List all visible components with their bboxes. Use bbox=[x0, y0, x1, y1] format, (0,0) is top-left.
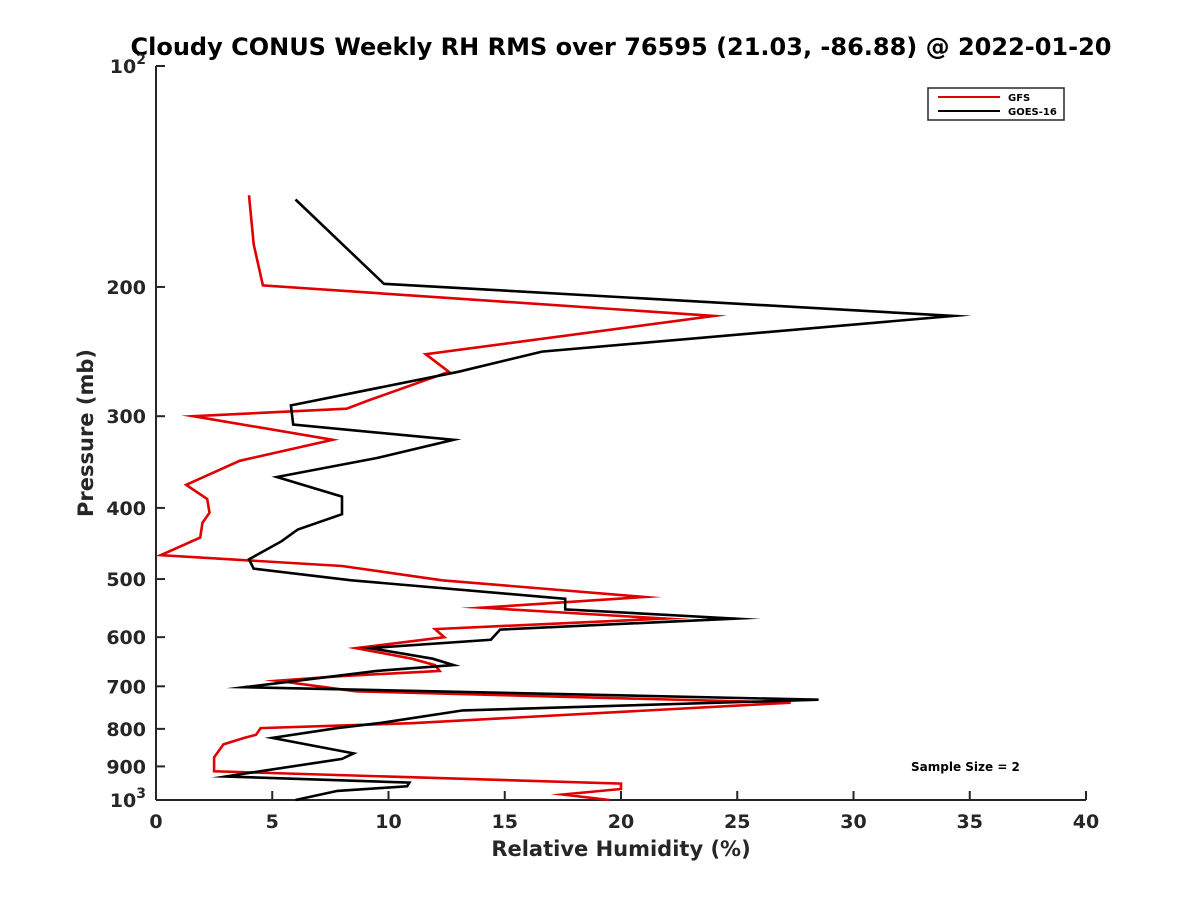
y-tick-label: 700 bbox=[106, 676, 146, 698]
x-tick-label: 20 bbox=[608, 811, 634, 833]
series-layer bbox=[155, 195, 972, 802]
legend: GFS GOES-16 bbox=[927, 87, 1065, 121]
x-tick-label: 0 bbox=[149, 811, 162, 833]
y-tick-label: 103 bbox=[110, 786, 146, 812]
series-line-gfs bbox=[155, 195, 791, 802]
x-tick-label: 30 bbox=[840, 811, 866, 833]
y-tick-label: 102 bbox=[110, 52, 146, 78]
y-tick-label: 400 bbox=[106, 498, 146, 520]
legend-box bbox=[927, 87, 1065, 121]
sample-size-annotation: Sample Size = 2 bbox=[911, 760, 1020, 774]
chart-title: Cloudy CONUS Weekly RH RMS over 76595 (2… bbox=[131, 33, 1112, 61]
y-tick-label: 600 bbox=[106, 627, 146, 649]
legend-label-gfs: GFS bbox=[1008, 93, 1030, 104]
y-tick-exponent: 2 bbox=[136, 52, 146, 68]
x-tick-label: 40 bbox=[1073, 811, 1099, 833]
x-tick-label: 15 bbox=[492, 811, 518, 833]
legend-label-goes16: GOES-16 bbox=[1008, 107, 1057, 118]
x-tick-label: 5 bbox=[266, 811, 279, 833]
x-tick-label: 35 bbox=[957, 811, 983, 833]
y-tick-label: 200 bbox=[106, 277, 146, 299]
y-tick-base: 10 bbox=[110, 790, 136, 812]
series-line-goes16 bbox=[211, 198, 972, 802]
x-axis-label: Relative Humidity (%) bbox=[491, 837, 750, 861]
y-axis-label: Pressure (mb) bbox=[74, 349, 98, 517]
y-tick-label: 500 bbox=[106, 569, 146, 591]
x-tick-label: 10 bbox=[375, 811, 401, 833]
x-tick-label: 25 bbox=[724, 811, 750, 833]
y-tick-label: 800 bbox=[106, 719, 146, 741]
y-tick-exponent: 3 bbox=[136, 786, 146, 802]
y-tick-base: 10 bbox=[110, 56, 136, 78]
y-tick-label: 300 bbox=[106, 406, 146, 428]
y-tick-label: 900 bbox=[106, 756, 146, 778]
x-axis-ticks: 0 5 10 15 20 25 30 35 40 bbox=[149, 791, 1099, 833]
